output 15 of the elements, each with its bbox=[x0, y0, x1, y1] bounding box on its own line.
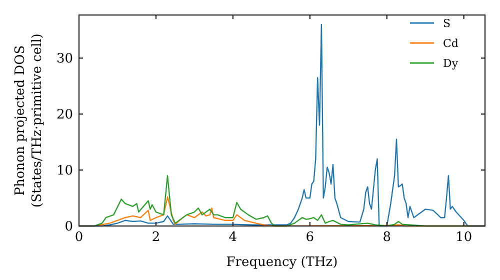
y-tick-label: 0 bbox=[64, 220, 73, 234]
y-axis-title: Phonon projected DOS (States/THz·primitive cell) bbox=[13, 33, 45, 208]
x-tick-label: 2 bbox=[152, 230, 160, 245]
legend-label: S bbox=[443, 17, 451, 30]
x-tick-label: 0 bbox=[74, 230, 84, 245]
y-tick-label: 30 bbox=[56, 52, 73, 67]
x-axis-title: Frequency (THz) bbox=[226, 255, 338, 270]
y-tick-label: 10 bbox=[56, 164, 73, 179]
x-tick-label: 4 bbox=[228, 230, 238, 245]
legend-label: Dy bbox=[443, 57, 459, 70]
legend-label: Cd bbox=[443, 37, 458, 50]
y-tick-label: 20 bbox=[56, 108, 73, 123]
x-tick-label: 6 bbox=[306, 230, 314, 245]
x-tick-label: 10 bbox=[456, 230, 472, 245]
x-tick-label: 8 bbox=[382, 230, 392, 245]
